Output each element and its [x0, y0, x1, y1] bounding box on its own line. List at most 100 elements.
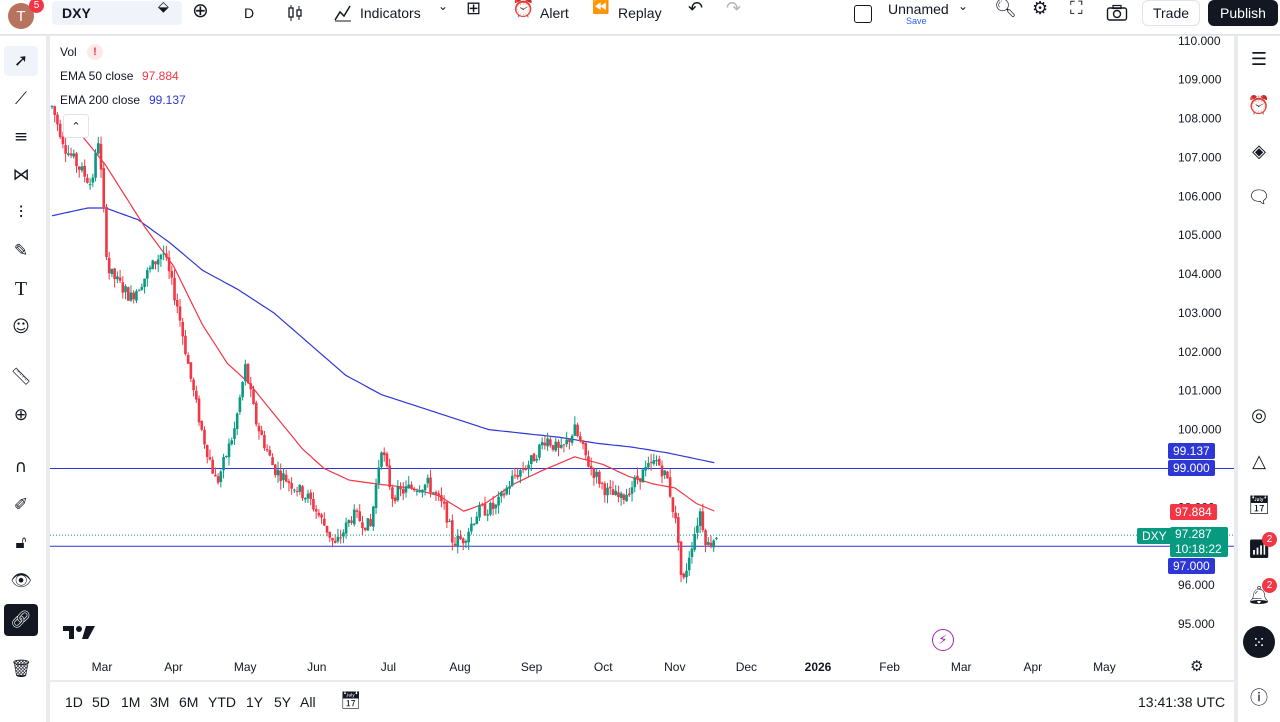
candle-body	[666, 471, 669, 479]
layout-grid-icon[interactable]: ⊞	[466, 0, 482, 19]
object-tree-layers-icon[interactable]: ◈	[1252, 140, 1266, 162]
indicators-button[interactable]: Indicators	[360, 5, 421, 21]
fullscreen-icon[interactable]: ⛶	[1070, 0, 1083, 19]
trash-icon[interactable]: 🗑︎	[10, 659, 32, 679]
candle-body	[606, 487, 609, 496]
brush-icon[interactable]: ✎	[13, 241, 29, 261]
replay-button[interactable]: Replay	[618, 5, 662, 21]
layout-menu-chevron-icon[interactable]: ⌄	[958, 0, 969, 13]
alert-clock-icon[interactable]: ⏰	[512, 0, 535, 19]
candle-body	[677, 517, 680, 543]
candle	[186, 352, 190, 364]
ruler-icon[interactable]: 📏︎	[10, 367, 32, 387]
chart-pane[interactable]: 110.000 109.000 108.000 107.000 106.000 105.0…	[50, 36, 1234, 680]
candle	[483, 496, 487, 516]
vol-warning-icon[interactable]: !	[87, 44, 103, 60]
stay-in-drawing-icon[interactable]: ✐	[13, 495, 29, 515]
candle-body	[644, 466, 647, 471]
calendar-icon[interactable]: 📅︎	[1247, 494, 1271, 516]
time-tick-dec: Dec	[736, 660, 757, 674]
candle-body	[715, 537, 718, 539]
symbol-name[interactable]: DXY	[62, 5, 91, 21]
candle-body	[385, 453, 389, 467]
range-button-5d[interactable]: 5D	[92, 694, 110, 710]
price-chart[interactable]: 110.000 109.000 108.000 107.000 106.000 105.0…	[50, 36, 1234, 680]
legend-vol-label[interactable]: Vol	[60, 45, 77, 59]
candle	[696, 517, 699, 540]
technicals-gauge-icon[interactable]: ◎	[1251, 404, 1267, 426]
legend-ema200-label[interactable]: EMA 200 close	[60, 93, 141, 107]
fib-retracement-icon[interactable]: ≡	[13, 127, 29, 147]
lock-icon[interactable]: 🔓︎	[15, 533, 27, 553]
watchlist-icon[interactable]: ☰	[1250, 48, 1268, 70]
collapse-legend-icon[interactable]: ⌃	[63, 114, 89, 138]
quick-search-icon[interactable]: 🔍︎	[994, 0, 1017, 19]
layout-save-label[interactable]: Save	[906, 16, 927, 26]
indicators-icon[interactable]	[333, 3, 353, 23]
date-range-calendar-icon[interactable]: 📅︎	[340, 691, 362, 711]
layout-checkbox-icon[interactable]	[854, 5, 872, 23]
candle	[391, 484, 394, 507]
candle-body	[557, 441, 560, 448]
pattern-tool-icon[interactable]: ⋈	[12, 165, 30, 185]
candles-type-icon[interactable]	[286, 4, 304, 22]
replay-icon[interactable]: ⏪	[592, 0, 610, 15]
candle-body	[693, 534, 696, 550]
candle	[132, 290, 135, 304]
emoji-icon[interactable]: ☺	[12, 317, 30, 337]
range-button-1y[interactable]: 1Y	[246, 694, 264, 710]
trend-line-icon[interactable]: ⟋	[15, 89, 27, 109]
link-icon[interactable]: 🔗︎	[10, 610, 32, 630]
candle	[679, 541, 683, 583]
trade-button[interactable]: Trade	[1142, 0, 1200, 26]
range-button-all[interactable]: All	[300, 694, 316, 710]
redo-icon[interactable]: ↷	[726, 0, 742, 19]
alert-button[interactable]: Alert	[540, 5, 569, 21]
candle	[67, 145, 70, 157]
prediction-tool-icon[interactable]: ⫶	[18, 203, 24, 223]
interval-button[interactable]: D	[244, 5, 255, 21]
range-button-ytd[interactable]: YTD	[208, 694, 236, 710]
hide-drawings-eye-icon[interactable]: 👁︎	[10, 571, 32, 591]
help-icon[interactable]: ⓘ	[1250, 688, 1268, 709]
candle	[614, 485, 617, 496]
range-button-1d[interactable]: 1D	[65, 694, 83, 710]
publish-button[interactable]: Publish	[1208, 0, 1278, 26]
horizontal-lines[interactable]	[50, 467, 1234, 547]
symbol-search[interactable]	[52, 1, 182, 25]
apps-grid-button[interactable]: ⁙	[1243, 626, 1275, 658]
add-symbol-icon[interactable]: ⊕	[192, 0, 209, 22]
range-button-1m[interactable]: 1M	[121, 694, 141, 710]
candle-body	[668, 477, 672, 497]
candle-body	[706, 542, 710, 545]
snapshot-camera-icon[interactable]	[1106, 4, 1128, 22]
quick-action-bolt[interactable]: ⚡︎	[932, 629, 954, 651]
candle	[200, 420, 204, 432]
cursor-icon[interactable]: ➚	[13, 51, 29, 71]
candle-body	[263, 435, 266, 449]
range-button-5y[interactable]: 5Y	[274, 694, 292, 710]
compare-symbol-icon[interactable]: ⬙	[158, 0, 169, 15]
layout-name[interactable]: Unnamed	[888, 1, 949, 17]
range-button-6m[interactable]: 6M	[179, 694, 199, 710]
candle-body	[671, 497, 675, 512]
chat-icon[interactable]: 🗨︎	[1247, 186, 1271, 208]
alerts-clock-icon[interactable]: ⏰	[1247, 94, 1271, 116]
range-button-3m[interactable]: 3M	[150, 694, 170, 710]
candle	[94, 148, 97, 182]
time-tick-jul: Jul	[381, 660, 396, 674]
zoom-in-icon[interactable]: ⊕	[13, 405, 29, 425]
text-tool-icon[interactable]: T	[14, 277, 28, 300]
candle-body	[135, 291, 138, 301]
settings-gear-icon[interactable]: ⚙	[1032, 0, 1049, 19]
candle	[165, 245, 168, 261]
time-axis-settings-icon[interactable]: ⚙	[1190, 657, 1204, 675]
candle-body	[50, 106, 54, 108]
magnet-icon[interactable]: ∩	[14, 457, 28, 477]
screener-icon[interactable]: △	[1252, 450, 1266, 472]
time-axis-labels[interactable]: Mar Apr May Jun Jul Aug Sep Oct Nov Dec 2026 Feb Mar…	[92, 660, 1116, 674]
undo-icon[interactable]: ↶	[688, 0, 704, 19]
legend-ema50-label[interactable]: EMA 50 close	[60, 69, 134, 83]
indicator-templates-chevron-icon[interactable]: ⌄	[438, 0, 449, 13]
utc-clock[interactable]: 13:41:38 UTC	[1138, 694, 1226, 710]
